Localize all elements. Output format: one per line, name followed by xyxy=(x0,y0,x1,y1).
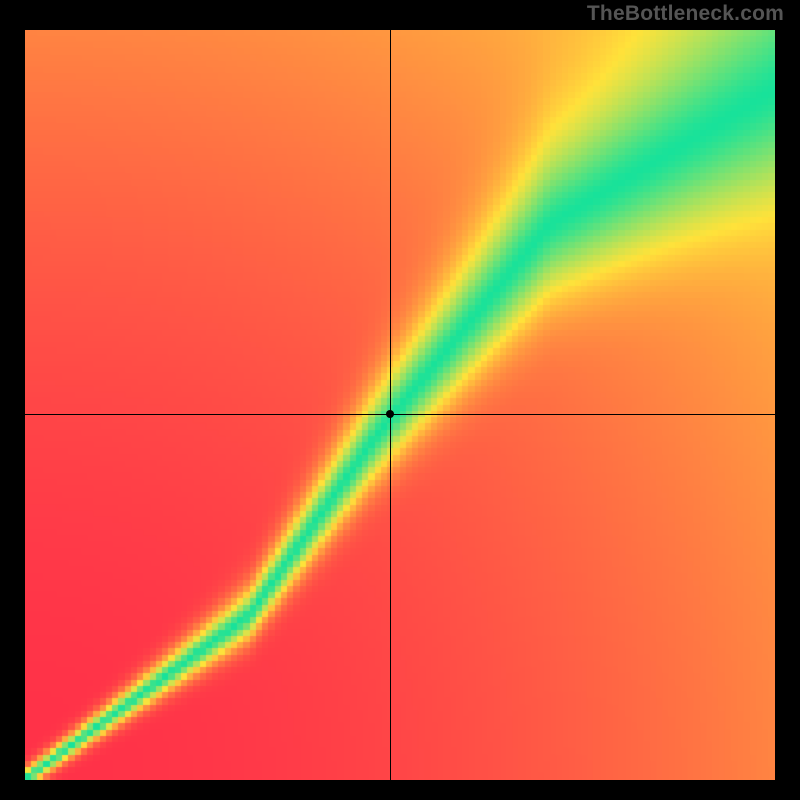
crosshair-center-dot xyxy=(386,410,394,418)
bottleneck-heatmap xyxy=(25,30,775,780)
crosshair-horizontal xyxy=(25,414,775,415)
crosshair-vertical xyxy=(390,30,391,780)
figure-root: { "source_label": "TheBottleneck.com", "… xyxy=(0,0,800,800)
watermark-source: TheBottleneck.com xyxy=(587,2,784,26)
